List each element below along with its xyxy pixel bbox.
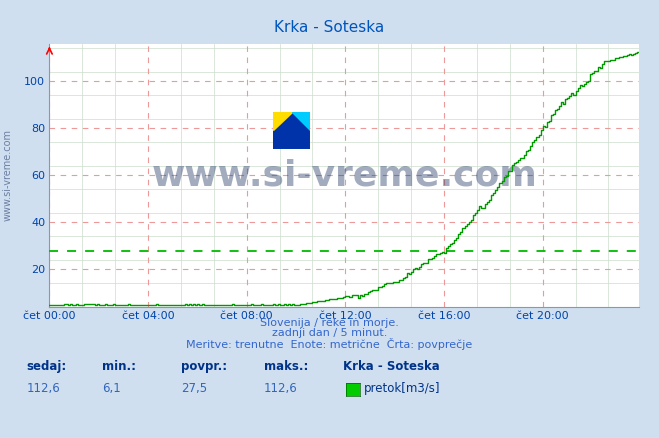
Text: Meritve: trenutne  Enote: metrične  Črta: povprečje: Meritve: trenutne Enote: metrične Črta: … <box>186 338 473 350</box>
Text: 112,6: 112,6 <box>264 382 297 395</box>
Text: Krka - Soteska: Krka - Soteska <box>343 360 440 373</box>
Polygon shape <box>291 112 310 130</box>
Text: min.:: min.: <box>102 360 136 373</box>
Text: maks.:: maks.: <box>264 360 308 373</box>
Text: pretok[m3/s]: pretok[m3/s] <box>364 382 440 395</box>
Text: www.si-vreme.com: www.si-vreme.com <box>3 129 13 221</box>
Text: sedaj:: sedaj: <box>26 360 67 373</box>
Text: zadnji dan / 5 minut.: zadnji dan / 5 minut. <box>272 328 387 338</box>
Text: 112,6: 112,6 <box>26 382 60 395</box>
Polygon shape <box>273 112 291 130</box>
Text: 27,5: 27,5 <box>181 382 208 395</box>
Text: povpr.:: povpr.: <box>181 360 227 373</box>
Text: Krka - Soteska: Krka - Soteska <box>274 20 385 35</box>
Text: Slovenija / reke in morje.: Slovenija / reke in morje. <box>260 318 399 328</box>
Polygon shape <box>273 112 310 149</box>
Text: www.si-vreme.com: www.si-vreme.com <box>152 158 537 192</box>
Text: 6,1: 6,1 <box>102 382 121 395</box>
